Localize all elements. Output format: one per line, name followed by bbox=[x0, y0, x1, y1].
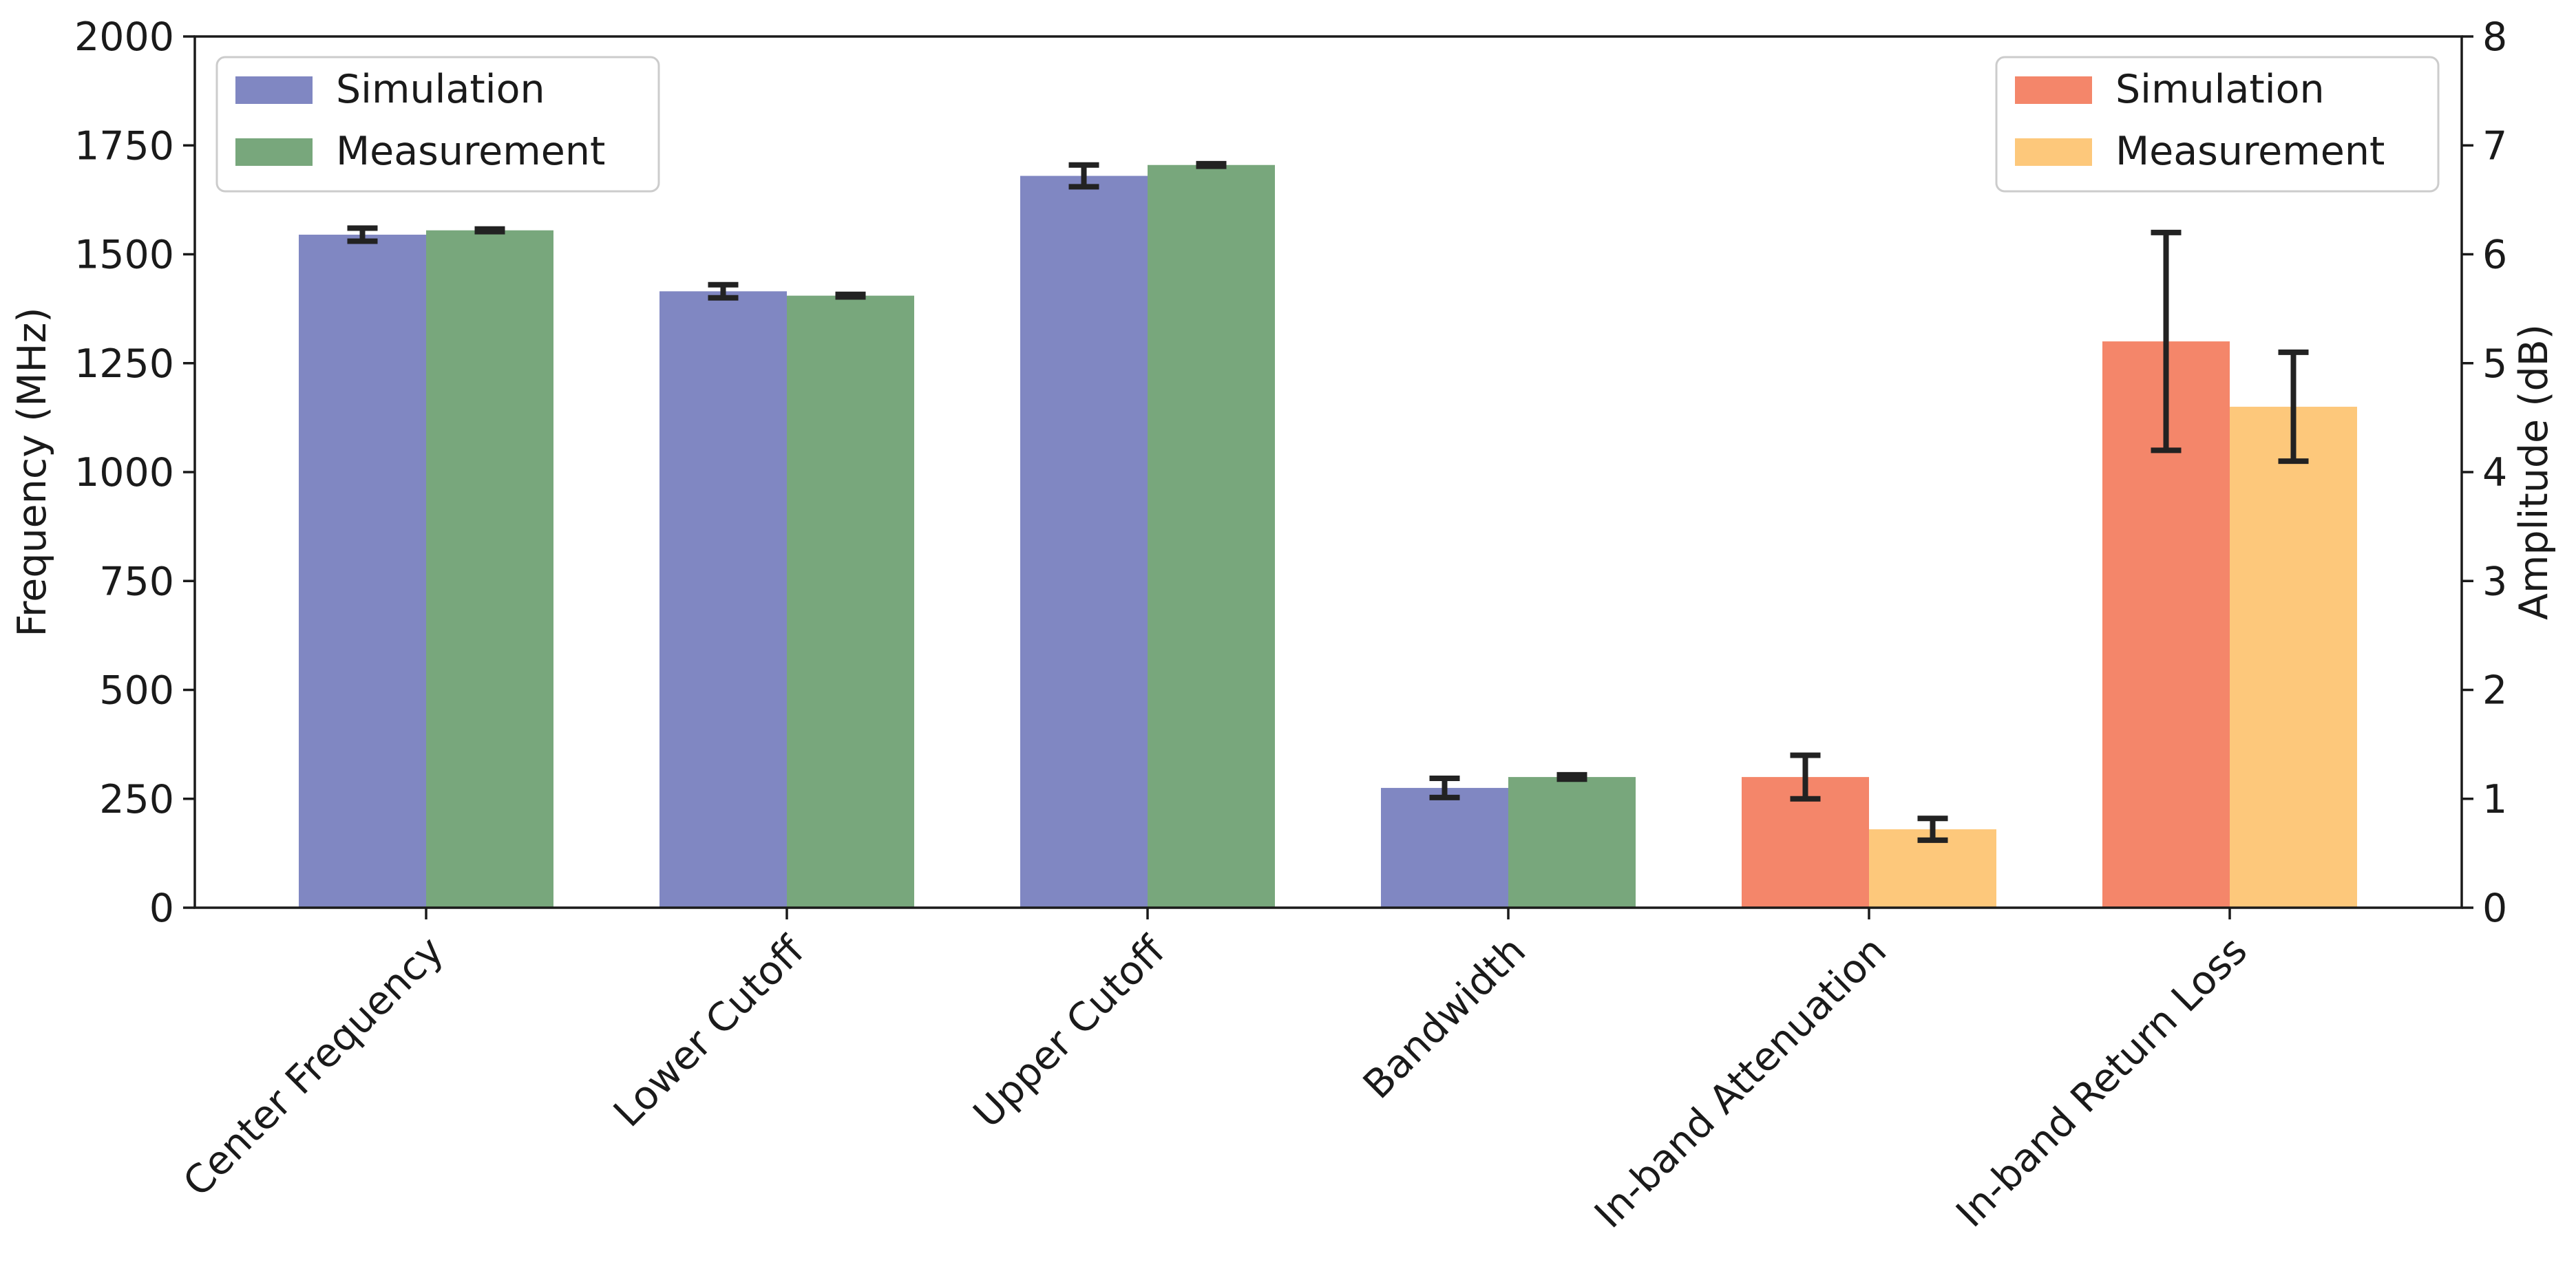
bar-measurement-freq-2 bbox=[1148, 164, 1275, 908]
x-tick-label: Center Frequency bbox=[175, 928, 452, 1205]
legend-label-simulation: Simulation bbox=[336, 67, 545, 112]
error-bar-simulation-freq-3 bbox=[1429, 775, 1460, 800]
left-tick-label: 2000 bbox=[74, 14, 174, 60]
bar-measurement-freq-0 bbox=[426, 230, 553, 908]
bar-simulation-freq-2 bbox=[1020, 175, 1148, 908]
bar-measurement-amp-1 bbox=[2230, 407, 2357, 908]
x-tick-label: Bandwidth bbox=[1355, 928, 1534, 1107]
error-bar-measurement-amp-1 bbox=[2278, 349, 2309, 465]
legend-label-measurement: Measurement bbox=[2115, 129, 2385, 174]
legend-box bbox=[215, 56, 660, 193]
error-bar-measurement-freq-2 bbox=[1196, 160, 1227, 169]
legend-label-measurement: Measurement bbox=[336, 129, 605, 174]
y2-axis-title: Amplitude (dB) bbox=[2511, 324, 2557, 620]
error-bar-measurement-freq-1 bbox=[835, 291, 866, 300]
error-bar-simulation-amp-0 bbox=[1790, 752, 1821, 802]
left-tick-label: 1000 bbox=[74, 450, 174, 495]
left-tick-label: 500 bbox=[99, 668, 174, 714]
x-tick-label: Upper Cutoff bbox=[965, 927, 1175, 1137]
right-tick-label: 2 bbox=[2482, 668, 2507, 714]
legend-swatch-simulation bbox=[2015, 76, 2092, 104]
left-tick-label: 1250 bbox=[74, 341, 174, 387]
right-tick-label: 4 bbox=[2482, 450, 2507, 495]
legend-swatch-measurement bbox=[235, 138, 313, 166]
right-tick-label: 0 bbox=[2482, 886, 2507, 931]
right-tick-label: 8 bbox=[2482, 14, 2507, 60]
legend-box bbox=[1995, 56, 2440, 193]
right-tick-label: 3 bbox=[2482, 559, 2507, 604]
legend-amplitude: Simulation Measurement bbox=[1995, 56, 2440, 193]
bars-layer bbox=[299, 164, 2357, 908]
error-bar-simulation-freq-2 bbox=[1068, 162, 1099, 190]
error-bar-simulation-freq-0 bbox=[347, 225, 378, 244]
right-tick-label: 7 bbox=[2482, 123, 2507, 169]
error-bars-layer bbox=[347, 160, 2309, 843]
x-tick-label: In-band Attenuation bbox=[1586, 928, 1895, 1237]
error-bar-measurement-freq-3 bbox=[1556, 771, 1587, 782]
legend-label-simulation: Simulation bbox=[2115, 67, 2325, 112]
bar-measurement-freq-1 bbox=[787, 295, 914, 908]
y-axis-title: Frequency (MHz) bbox=[10, 307, 55, 637]
bar-simulation-freq-0 bbox=[299, 235, 426, 908]
left-tick-label: 750 bbox=[99, 559, 174, 604]
x-tick-label: Lower Cutoff bbox=[605, 927, 814, 1135]
right-tick-label: 6 bbox=[2482, 233, 2507, 278]
error-bar-simulation-freq-1 bbox=[708, 281, 739, 301]
legend-swatch-simulation bbox=[235, 76, 313, 104]
left-tick-label: 1500 bbox=[74, 233, 174, 278]
legends-layer: Simulation Measurement Simulation Measureme… bbox=[215, 56, 2440, 193]
bar-simulation-freq-1 bbox=[659, 291, 787, 908]
bar-simulation-freq-3 bbox=[1381, 787, 1508, 908]
left-tick-label: 1750 bbox=[74, 123, 174, 169]
left-tick-label: 250 bbox=[99, 777, 174, 822]
x-tick-label: In-band Return Loss bbox=[1947, 928, 2256, 1236]
error-bar-measurement-amp-0 bbox=[1917, 815, 1948, 843]
right-tick-label: 5 bbox=[2482, 341, 2507, 387]
legend-swatch-measurement bbox=[2015, 138, 2092, 166]
error-bar-measurement-freq-0 bbox=[474, 226, 505, 235]
error-bar-simulation-amp-1 bbox=[2151, 229, 2182, 454]
bar-measurement-freq-3 bbox=[1508, 777, 1636, 908]
left-tick-label: 0 bbox=[149, 886, 174, 931]
legend-frequency: Simulation Measurement bbox=[215, 56, 660, 193]
right-tick-label: 1 bbox=[2482, 777, 2507, 822]
